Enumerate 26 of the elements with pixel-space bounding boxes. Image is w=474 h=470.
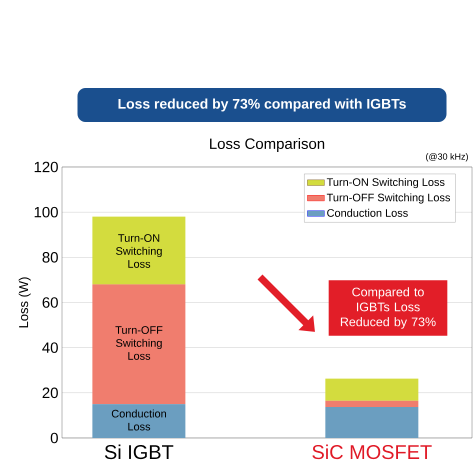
x-tick-label: Si IGBT [104, 444, 174, 460]
bar [325, 378, 418, 401]
bar [325, 400, 418, 408]
chart-title: Loss Comparison [210, 138, 324, 152]
legend-label: Conduction Loss [327, 208, 408, 217]
y-tick-label: 60 [42, 297, 58, 308]
bar [92, 404, 186, 438]
y-tick-label: 20 [42, 388, 58, 398]
y-tick-label: 120 [34, 162, 58, 172]
legend-label: Turn-OFF Switching Loss [326, 193, 450, 204]
legend-label: Turn-ON Switching Loss [326, 178, 445, 188]
bar [325, 407, 418, 438]
text: (@30 kHz) [426, 153, 468, 162]
bar [92, 216, 186, 284]
y-tick-label: 40 [42, 342, 58, 353]
annotation: Turn-ON Switching Loss [116, 234, 162, 268]
y-axis-title: Loss (W) [18, 277, 31, 328]
y-tick-label: 0 [50, 432, 58, 444]
chart-subtitle: Loss reduced by 73% compared with IGBTs [118, 98, 406, 112]
annotation: Turn-OFF Switching Loss [115, 326, 162, 360]
y-tick-label: 80 [42, 252, 58, 263]
annotation: Compared to IGBTs Loss Reduced by 73% [340, 287, 436, 329]
x-tick-label: SiC MOSFET [312, 444, 432, 460]
bar [92, 284, 186, 404]
annotation: Conduction Loss [112, 409, 166, 430]
y-tick-label: 100 [34, 206, 58, 218]
